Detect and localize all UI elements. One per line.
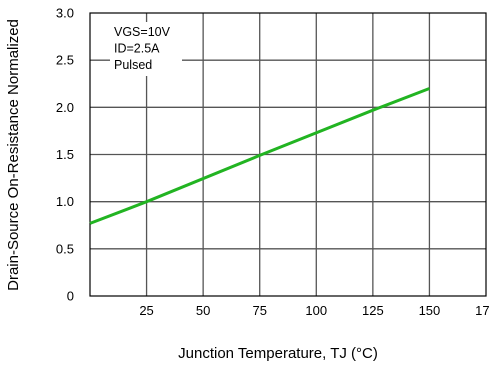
annotation-pulsed: Pulsed bbox=[114, 58, 152, 72]
y-tick-label: 1.0 bbox=[56, 194, 74, 209]
x-tick-label: 75 bbox=[252, 303, 266, 318]
plot-frame bbox=[89, 12, 487, 297]
series-line-0 bbox=[89, 87, 430, 225]
y-axis-title: Drain-Source On-Resistance Normalized bbox=[5, 19, 22, 291]
x-axis-title: Junction Temperature, TJ (°C) bbox=[178, 345, 378, 362]
y-tick-label: 3.0 bbox=[56, 6, 74, 21]
annotation-id: ID=2.5A bbox=[114, 42, 160, 56]
y-tick-label: 0 bbox=[67, 289, 74, 304]
annotation-vgs: VGS=10V bbox=[114, 25, 171, 39]
annotation-background bbox=[110, 22, 182, 76]
y-tick-labels: 0 0.5 1.0 1.5 2.0 2.5 3.0 bbox=[56, 6, 74, 304]
x-tick-label: 150 bbox=[419, 303, 441, 318]
x-tick-label: 50 bbox=[196, 303, 210, 318]
y-tick-label: 2.5 bbox=[56, 53, 74, 68]
x-tick-label: 25 bbox=[139, 303, 153, 318]
y-tick-label: 2.0 bbox=[56, 100, 74, 115]
y-tick-label: 0.5 bbox=[56, 241, 74, 256]
x-tick-labels: 25 50 75 100 125 150 175 bbox=[139, 303, 489, 318]
series bbox=[89, 87, 430, 225]
annotation-box: VGS=10V ID=2.5A Pulsed bbox=[110, 22, 182, 76]
x-tick-label: 175 bbox=[475, 303, 489, 318]
x-tick-label: 100 bbox=[305, 303, 327, 318]
y-tick-label: 1.5 bbox=[56, 147, 74, 162]
x-tick-label: 125 bbox=[362, 303, 384, 318]
